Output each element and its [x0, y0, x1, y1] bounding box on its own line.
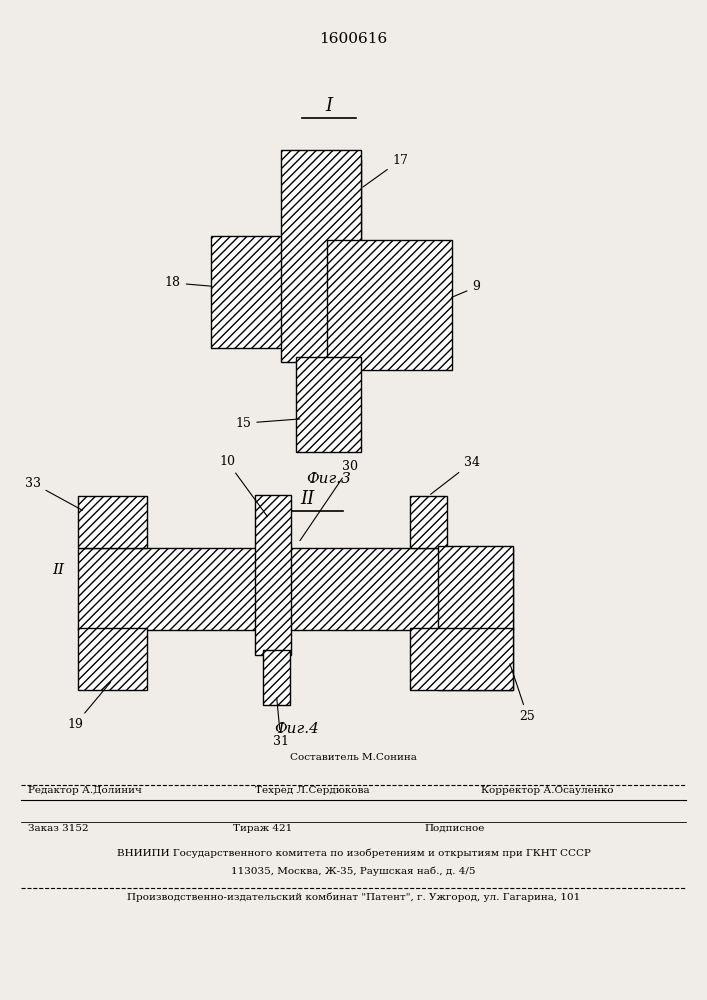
Bar	[281, 150, 361, 362]
Text: ВНИИПИ Государственного комитета по изобретениям и открытиям при ГКНТ СССР: ВНИИПИ Государственного комитета по изоб…	[117, 848, 590, 857]
Text: 30: 30	[300, 460, 358, 541]
Text: 25: 25	[510, 664, 535, 723]
Text: 33: 33	[25, 477, 83, 510]
Text: II: II	[300, 490, 315, 508]
Bar	[438, 546, 513, 690]
Text: Техред Л.Сердюкова: Техред Л.Сердюкова	[255, 786, 369, 795]
Bar	[78, 628, 147, 690]
Text: Корректор А.Осауленко: Корректор А.Осауленко	[481, 786, 613, 795]
Text: 31: 31	[273, 698, 289, 748]
Text: 17: 17	[363, 154, 408, 187]
Text: Заказ 3152: Заказ 3152	[28, 824, 89, 833]
Bar	[78, 548, 513, 630]
Bar	[78, 496, 147, 548]
Text: Тираж 421: Тираж 421	[233, 824, 293, 833]
Bar	[410, 496, 447, 548]
Text: Фиг.3: Фиг.3	[306, 472, 351, 486]
Bar	[327, 240, 452, 370]
Bar	[296, 357, 361, 452]
Text: Составитель М.Сонина: Составитель М.Сонина	[290, 753, 417, 762]
Text: 1600616: 1600616	[320, 32, 387, 46]
Text: II: II	[52, 563, 64, 577]
Bar	[410, 628, 513, 690]
Text: 9: 9	[452, 280, 480, 297]
Text: Производственно-издательский комбинат "Патент", г. Ужгород, ул. Гагарина, 101: Производственно-издательский комбинат "П…	[127, 892, 580, 902]
Text: 10: 10	[219, 455, 267, 517]
Text: Редактор А.Долинич: Редактор А.Долинич	[28, 786, 142, 795]
Text: Фиг.4: Фиг.4	[274, 722, 320, 736]
Text: 19: 19	[67, 682, 110, 731]
Bar	[255, 495, 291, 655]
Bar	[211, 236, 337, 348]
Text: 15: 15	[235, 417, 300, 430]
Text: Подписное: Подписное	[424, 824, 484, 833]
Text: 34: 34	[431, 456, 480, 494]
Text: I: I	[325, 97, 332, 115]
Bar	[296, 160, 361, 242]
Bar	[263, 650, 290, 705]
Text: 113035, Москва, Ж-35, Раушская наб., д. 4/5: 113035, Москва, Ж-35, Раушская наб., д. …	[231, 867, 476, 876]
Text: 18: 18	[165, 276, 211, 289]
